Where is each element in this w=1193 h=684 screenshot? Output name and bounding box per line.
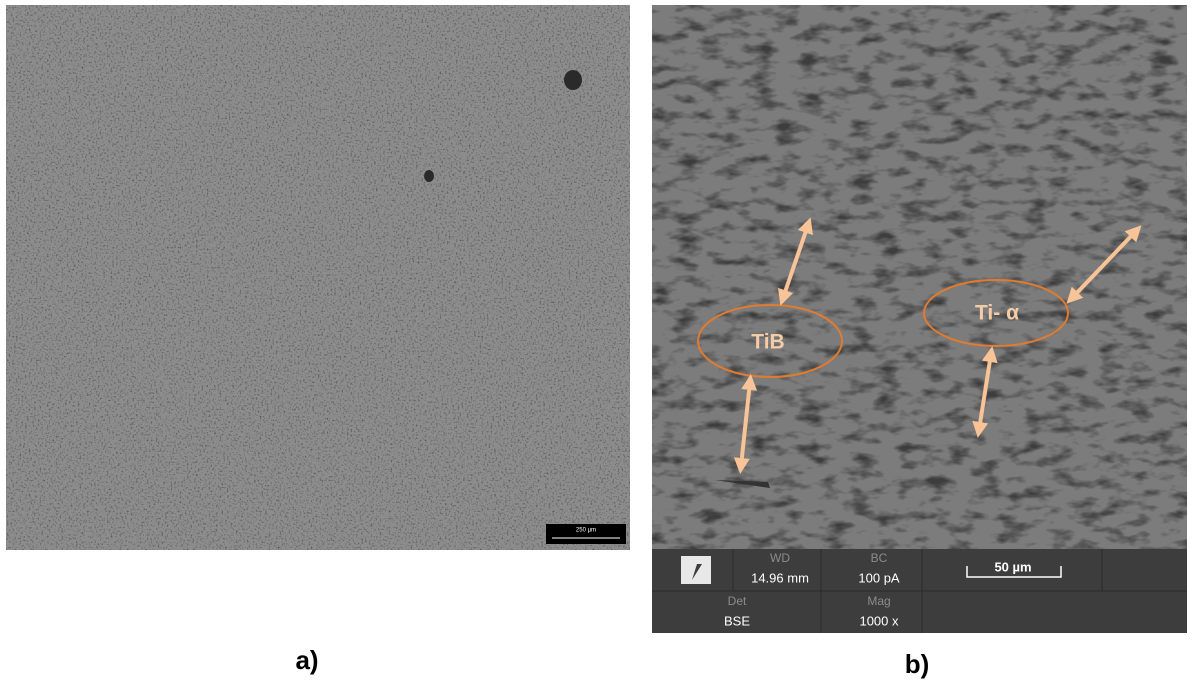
panel-label: b): [905, 649, 930, 679]
texture: [6, 5, 630, 550]
pore: [424, 170, 434, 182]
annotation: TiB: [751, 331, 784, 354]
scale-text: 50 µm: [994, 559, 1031, 574]
info-key: Det: [728, 594, 747, 608]
info-key: WD: [770, 551, 790, 565]
annotation: Ti- α: [975, 302, 1019, 325]
info-key: Mag: [867, 594, 890, 608]
info-key: BC: [871, 551, 888, 565]
scale-text: 250 µm: [576, 528, 596, 534]
info-value: BSE: [724, 613, 750, 628]
info-value: 14.96 mm: [751, 570, 809, 585]
panel-a: 250 µm a): [6, 5, 630, 675]
figure: 250 µm a) TiB Ti- α WD 14.96 mm BC 100 p…: [0, 0, 1193, 684]
texture: [652, 5, 1187, 549]
info-value: 1000 x: [859, 613, 899, 628]
info-value: 100 pA: [858, 570, 900, 585]
panel-label: a): [295, 645, 318, 675]
pore: [564, 70, 582, 90]
panel-b: TiB Ti- α WD 14.96 mm BC 100 pA 50 µm De…: [652, 5, 1187, 679]
